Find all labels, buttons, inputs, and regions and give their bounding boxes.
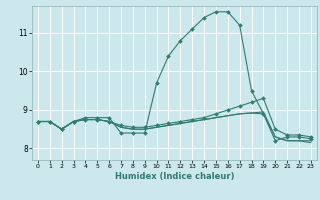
X-axis label: Humidex (Indice chaleur): Humidex (Indice chaleur) — [115, 172, 234, 181]
